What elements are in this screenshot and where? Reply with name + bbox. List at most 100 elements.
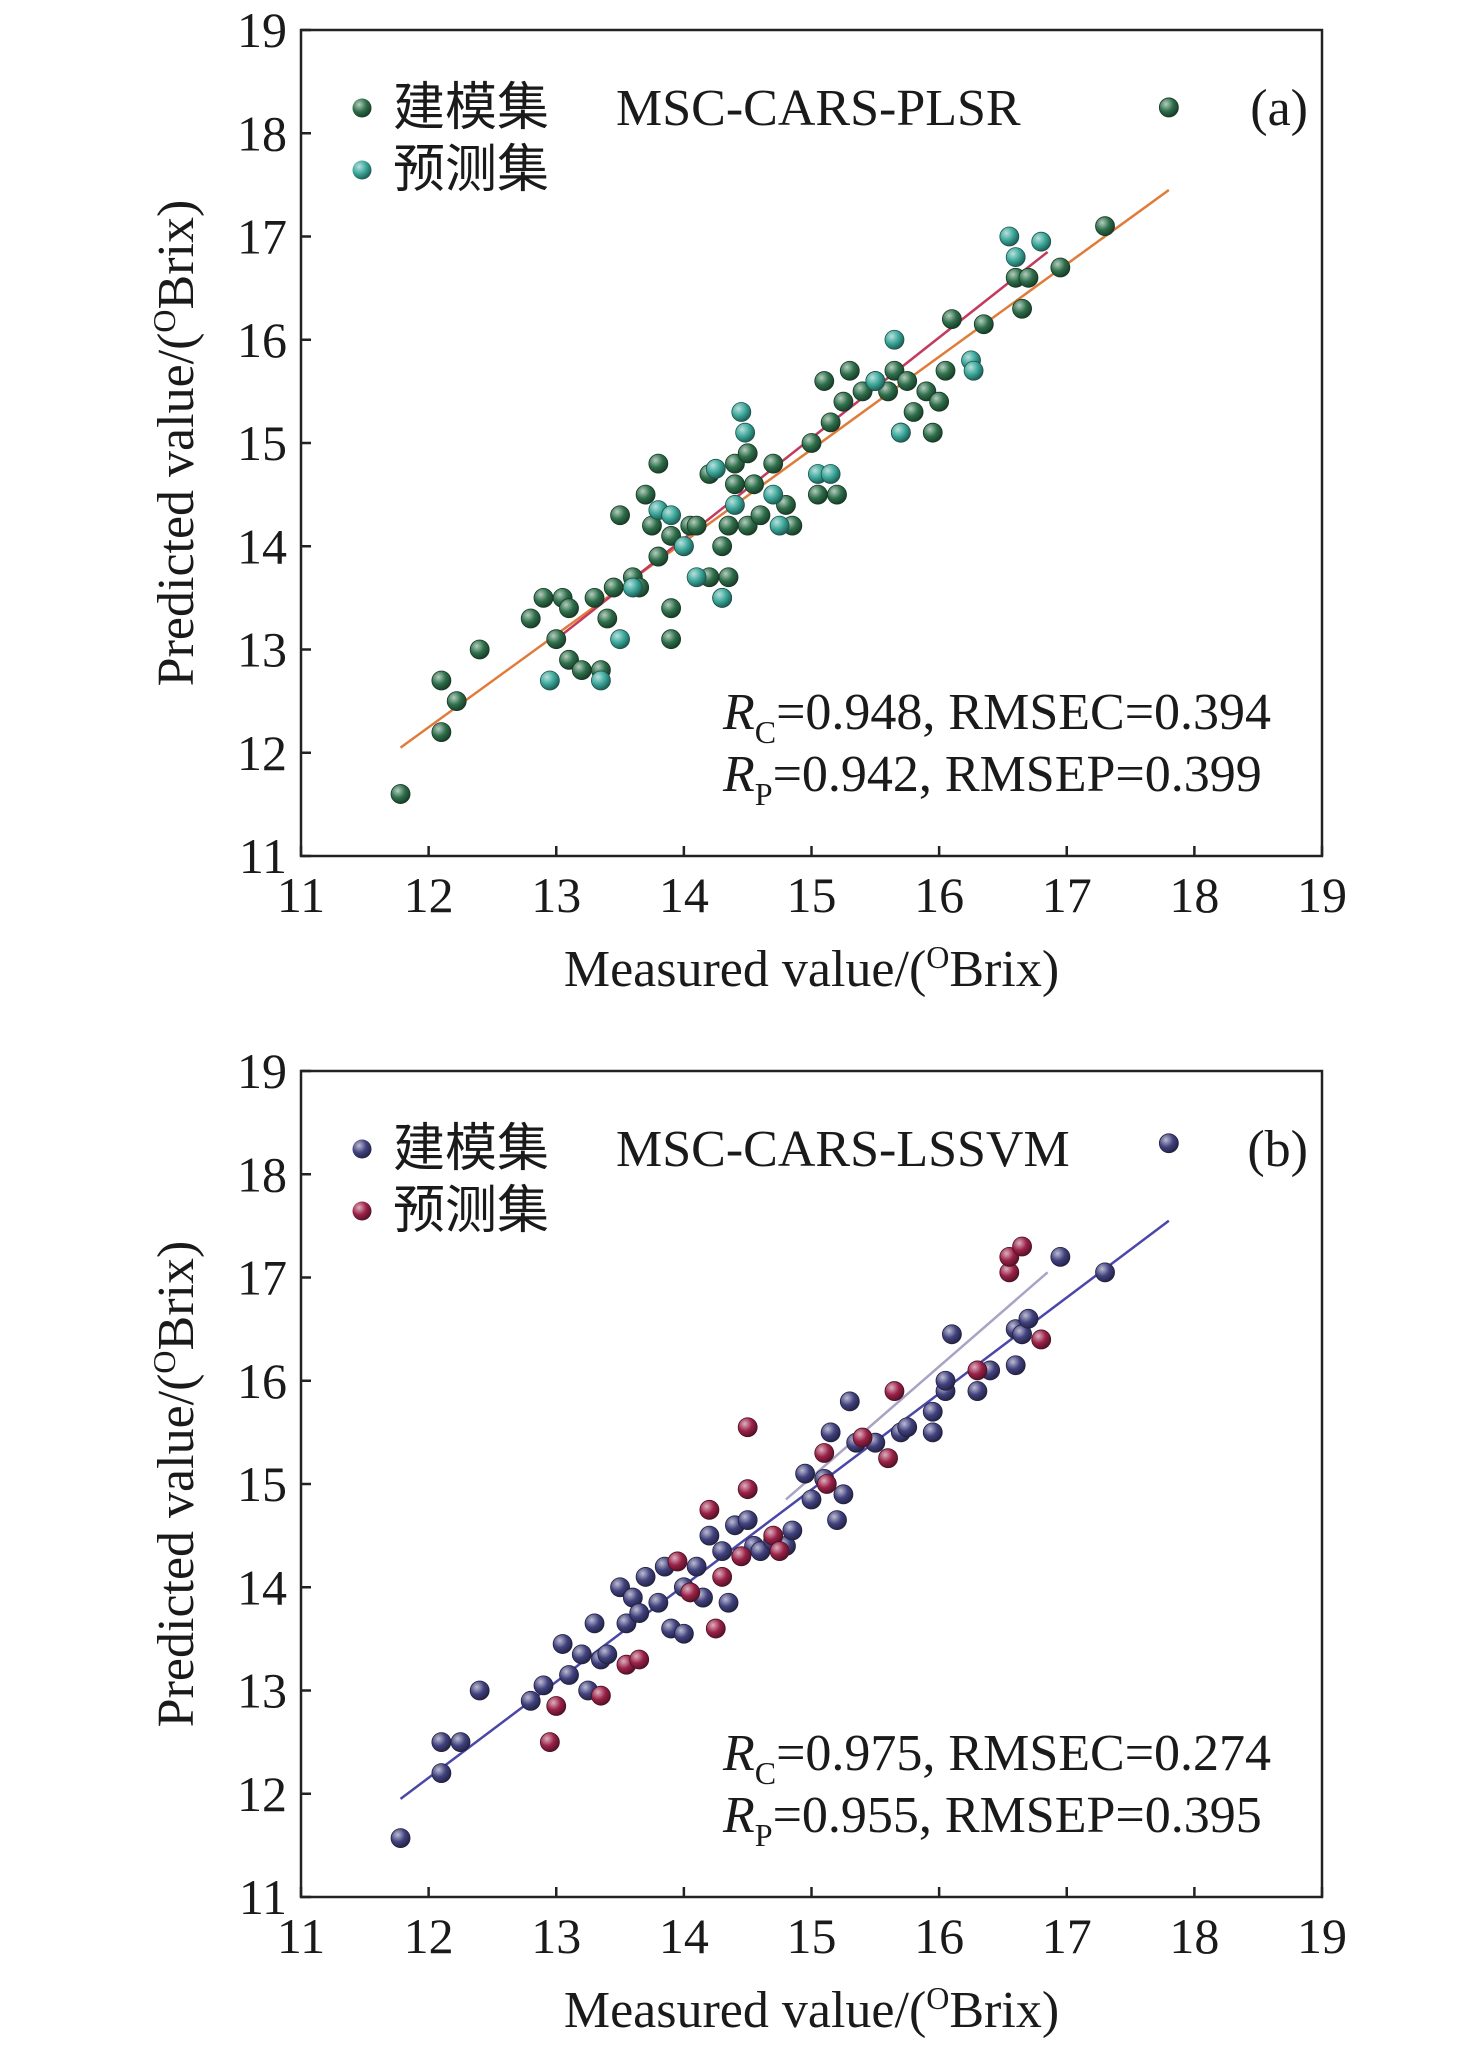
point-prediction bbox=[967, 1360, 988, 1381]
point-train bbox=[737, 443, 758, 464]
y-axis-label-b: Predicted value/(OBrix) bbox=[146, 1241, 205, 1728]
point-train bbox=[1158, 1133, 1179, 1154]
point-train bbox=[635, 1567, 656, 1587]
panel-id-b: (b) bbox=[1247, 1121, 1308, 1178]
point-train bbox=[1095, 216, 1115, 237]
point-train bbox=[520, 1690, 541, 1711]
point-train bbox=[935, 360, 956, 381]
point-prediction bbox=[667, 1551, 688, 1572]
point-train bbox=[431, 1763, 452, 1783]
metric-value: =0.948, RMSEC=0.394 bbox=[776, 684, 1271, 741]
point-train bbox=[941, 309, 962, 330]
point-train bbox=[571, 660, 592, 681]
point-prediction bbox=[610, 629, 630, 650]
point-train bbox=[520, 608, 541, 629]
x-tick-label: 15 bbox=[787, 867, 837, 923]
point-train bbox=[1050, 257, 1071, 278]
point-train bbox=[446, 691, 467, 712]
x-axis-label-sup: O bbox=[926, 1980, 949, 2016]
point-train bbox=[718, 567, 739, 588]
point-prediction bbox=[712, 1567, 733, 1587]
model-title-b: MSC-CARS-LSSVM bbox=[616, 1121, 1070, 1178]
point-prediction bbox=[725, 495, 745, 515]
x-axis-label-text: Measured value/( bbox=[564, 941, 926, 998]
point-prediction bbox=[769, 1541, 790, 1562]
point-train bbox=[469, 639, 490, 660]
point-train bbox=[801, 1489, 822, 1510]
point-train bbox=[1005, 1355, 1026, 1376]
point-prediction bbox=[591, 1685, 611, 1706]
point-train bbox=[827, 484, 847, 505]
y-axis-label-unit: Brix) bbox=[148, 1241, 205, 1351]
point-prediction bbox=[731, 1546, 752, 1567]
point-train bbox=[801, 433, 822, 453]
point-prediction bbox=[712, 587, 733, 608]
fit-line-prediction bbox=[785, 1271, 1049, 1501]
point-prediction bbox=[884, 329, 905, 350]
point-train bbox=[1050, 1246, 1071, 1267]
tick-group-b: 11 12 13 14 15 16 17 18 19 11 12 13 14 15 16 17 18 19 bbox=[237, 1043, 1347, 1964]
point-prediction bbox=[1031, 1329, 1052, 1350]
metric-symbol: R bbox=[722, 684, 755, 741]
legend-marker-pred-b bbox=[352, 1201, 372, 1221]
point-train bbox=[450, 1732, 471, 1753]
y-axis-label-text: Predicted value/( bbox=[148, 1374, 205, 1728]
point-prediction bbox=[622, 577, 643, 598]
metric-line-rc-b: RC=0.975, RMSEC=0.274 bbox=[722, 1725, 1271, 1791]
point-train bbox=[820, 1422, 841, 1443]
panel-b: 11 12 13 14 15 16 17 18 19 11 12 13 14 15 16 17 18 19 建模集… bbox=[146, 1043, 1347, 2039]
x-axis-label-b: Measured value/(OBrix) bbox=[564, 1980, 1059, 2039]
point-prediction bbox=[999, 226, 1020, 247]
point-train bbox=[559, 1665, 579, 1685]
point-train bbox=[1095, 1262, 1115, 1283]
point-prediction bbox=[878, 1448, 898, 1469]
point-train bbox=[750, 505, 771, 526]
metric-subscript: P bbox=[755, 1817, 773, 1853]
point-train bbox=[571, 1644, 592, 1665]
y-tick-label: 19 bbox=[237, 2, 287, 58]
point-train bbox=[718, 515, 739, 536]
point-prediction bbox=[820, 464, 841, 484]
point-prediction bbox=[539, 1732, 560, 1753]
legend-b: 建模集 预测集 bbox=[352, 1121, 549, 1240]
metric-symbol: R bbox=[722, 1787, 755, 1844]
point-train bbox=[686, 515, 707, 536]
point-prediction bbox=[816, 1474, 837, 1494]
point-train bbox=[597, 608, 618, 629]
x-axis-label-text: Measured value/( bbox=[564, 1982, 926, 2039]
x-tick-label: 13 bbox=[531, 867, 581, 923]
point-prediction bbox=[1012, 1236, 1032, 1257]
point-train bbox=[782, 1520, 803, 1541]
point-train bbox=[390, 784, 411, 804]
point-train bbox=[807, 484, 828, 505]
point-prediction bbox=[890, 422, 911, 443]
y-axis-label-a: Predicted value/(OBrix) bbox=[146, 200, 205, 687]
y-tick-label: 12 bbox=[237, 725, 287, 781]
point-train bbox=[673, 1623, 694, 1644]
y-tick-label: 13 bbox=[237, 622, 287, 678]
y-tick-label: 15 bbox=[237, 415, 287, 471]
x-tick-label: 12 bbox=[404, 1908, 454, 1964]
point-prediction bbox=[661, 505, 682, 526]
panel-id-a: (a) bbox=[1250, 80, 1308, 137]
point-train bbox=[763, 453, 784, 474]
point-train bbox=[431, 1732, 452, 1753]
point-train bbox=[1018, 267, 1039, 288]
point-train bbox=[897, 371, 918, 391]
y-tick-label: 11 bbox=[239, 828, 287, 884]
y-tick-label: 12 bbox=[237, 1766, 287, 1822]
point-prediction bbox=[673, 536, 694, 557]
point-train bbox=[897, 1417, 918, 1438]
point-train bbox=[712, 1541, 733, 1562]
point-train bbox=[827, 1510, 847, 1531]
x-tick-label: 13 bbox=[531, 1908, 581, 1964]
point-prediction bbox=[629, 1649, 650, 1670]
legend-a: 建模集 预测集 bbox=[352, 80, 549, 199]
point-train bbox=[903, 402, 924, 422]
x-tick-label: 18 bbox=[1169, 1908, 1219, 1964]
point-train bbox=[1012, 298, 1032, 319]
point-train bbox=[546, 629, 567, 650]
point-train bbox=[795, 1463, 816, 1484]
data-points-b bbox=[390, 1133, 1179, 1849]
